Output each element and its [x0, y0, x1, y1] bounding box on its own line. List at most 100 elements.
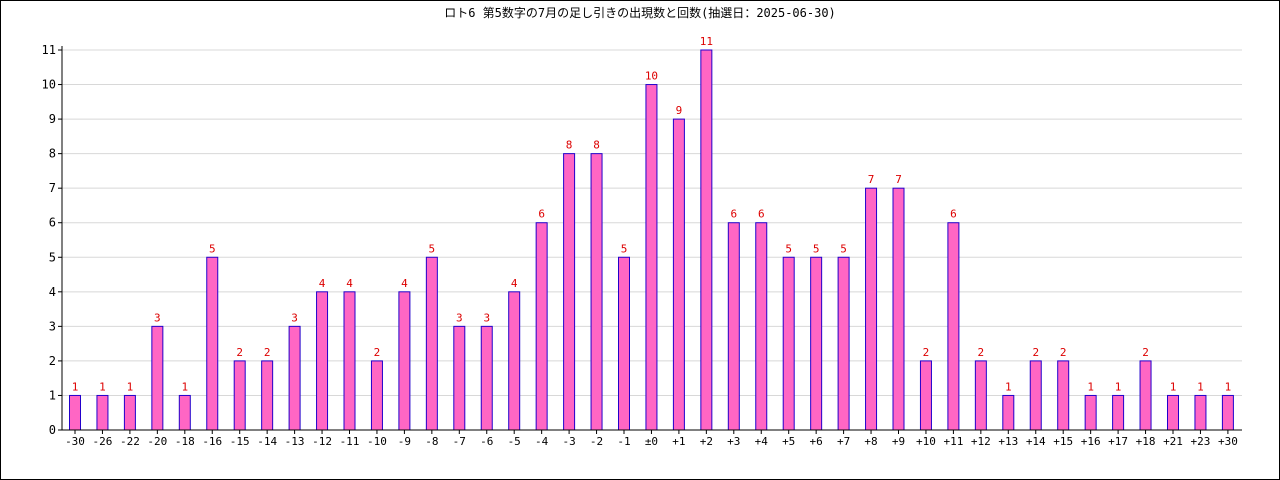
bar: [1084, 394, 1097, 431]
y-tick-label: 7: [49, 181, 56, 195]
bar: [755, 222, 768, 431]
value-label: 1: [1170, 380, 1177, 393]
x-tick-label: +16: [1081, 435, 1101, 448]
value-label: 6: [730, 208, 737, 221]
bar: [1112, 394, 1125, 431]
bar: [672, 118, 685, 431]
bar: [508, 291, 521, 431]
y-tick-label: 5: [49, 250, 56, 264]
y-tick-label: 10: [42, 78, 56, 92]
value-label: 1: [1225, 380, 1232, 393]
value-label: 5: [813, 242, 820, 255]
x-tick-label: -8: [425, 435, 438, 448]
bar: [700, 49, 713, 431]
x-tick-label: +21: [1163, 435, 1183, 448]
x-tick-label: -12: [312, 435, 332, 448]
x-tick-label: +23: [1191, 435, 1211, 448]
x-tick-label: +15: [1053, 435, 1073, 448]
value-label: 6: [758, 208, 765, 221]
y-tick-label: 0: [49, 423, 56, 437]
bar: [535, 222, 548, 431]
bar: [453, 325, 466, 431]
value-label: 1: [1087, 380, 1094, 393]
bar: [919, 360, 932, 431]
chart-title: ロト6 第5数字の7月の足し引きの出現数と回数(抽選日：2025-06-30): [444, 6, 836, 20]
x-tick-label: -30: [65, 435, 85, 448]
x-tick-label: -4: [535, 435, 549, 448]
value-label: 11: [700, 35, 713, 48]
bar: [151, 325, 164, 431]
value-label: 6: [950, 208, 957, 221]
y-tick-label: 2: [49, 354, 56, 368]
bar: [645, 84, 658, 431]
y-tick-label: 6: [49, 216, 56, 230]
value-label: 1: [1115, 380, 1122, 393]
x-tick-label: +13: [998, 435, 1018, 448]
x-tick-label: +8: [864, 435, 877, 448]
value-label: 2: [374, 346, 381, 359]
value-label: 2: [978, 346, 985, 359]
value-label: 1: [127, 380, 134, 393]
x-tick-label: -16: [202, 435, 222, 448]
value-label: 7: [895, 173, 902, 186]
bar: [288, 325, 301, 431]
x-tick-label: -14: [257, 435, 277, 448]
x-tick-label: -7: [453, 435, 466, 448]
value-label: 7: [868, 173, 875, 186]
x-tick-label: -2: [590, 435, 603, 448]
x-tick-label: -26: [93, 435, 113, 448]
x-tick-label: +4: [755, 435, 769, 448]
x-tick-label: +7: [837, 435, 850, 448]
value-label: 5: [785, 242, 792, 255]
value-label: 3: [154, 311, 161, 324]
value-label: 2: [1142, 346, 1149, 359]
bar: [1167, 394, 1179, 431]
bar: [618, 256, 630, 431]
bar: [782, 256, 795, 431]
x-tick-label: +6: [810, 435, 823, 448]
x-tick-label: -20: [147, 435, 167, 448]
bar: [1194, 394, 1207, 431]
bar: [178, 394, 191, 431]
value-label: 8: [566, 139, 573, 152]
bar: [480, 325, 493, 431]
bar: [974, 360, 987, 431]
x-tick-label: -9: [398, 435, 411, 448]
y-tick-label: 9: [49, 112, 56, 126]
bar: [261, 360, 274, 431]
value-label: 4: [511, 277, 518, 290]
value-label: 10: [645, 70, 658, 83]
x-tick-label: +10: [916, 435, 936, 448]
value-label: 2: [1032, 346, 1039, 359]
x-tick-label: +9: [892, 435, 905, 448]
bar: [865, 187, 878, 431]
bar: [123, 394, 136, 431]
value-label: 1: [72, 380, 79, 393]
x-tick-label: -1: [617, 435, 630, 448]
bar: [343, 291, 356, 431]
bar: [1221, 394, 1234, 431]
bar: [370, 360, 383, 431]
bar: [727, 222, 740, 431]
x-tick-label: +30: [1218, 435, 1238, 448]
value-label: 1: [181, 380, 188, 393]
value-label: 2: [264, 346, 271, 359]
x-tick-label: +1: [672, 435, 685, 448]
bar: [425, 256, 438, 431]
y-tick-label: 1: [49, 388, 56, 402]
value-label: 4: [319, 277, 326, 290]
x-tick-label: +11: [943, 435, 963, 448]
bar: [96, 394, 109, 431]
x-tick-label: +17: [1108, 435, 1128, 448]
x-tick-label: +18: [1136, 435, 1156, 448]
x-tick-label: +5: [782, 435, 795, 448]
y-tick-label: 4: [49, 285, 56, 299]
value-label: 1: [1197, 380, 1204, 393]
bar: [563, 153, 576, 431]
x-tick-label: -5: [508, 435, 521, 448]
y-tick-label: 8: [49, 147, 56, 161]
bar: [233, 360, 246, 431]
bar: [1002, 394, 1015, 431]
value-label: 1: [99, 380, 106, 393]
